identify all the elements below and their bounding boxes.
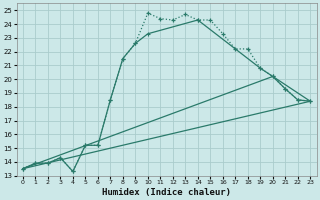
- X-axis label: Humidex (Indice chaleur): Humidex (Indice chaleur): [102, 188, 231, 197]
